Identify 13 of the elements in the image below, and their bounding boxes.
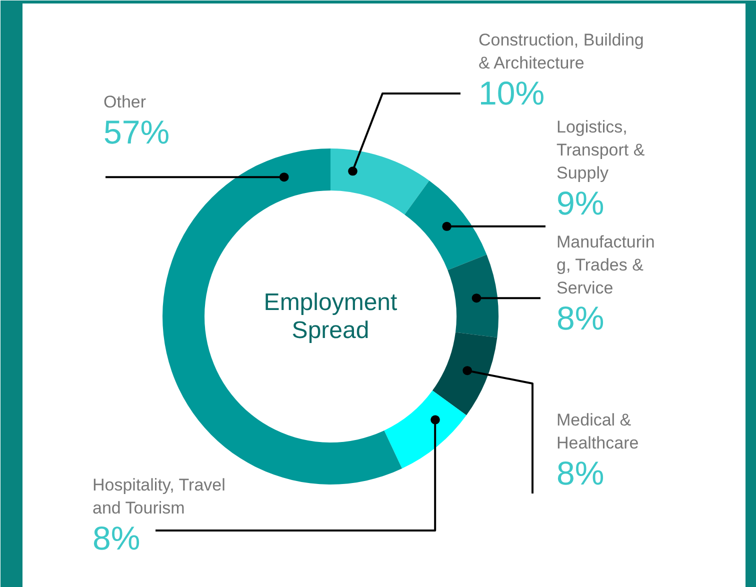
slice-label: Construction, Building & Architecture bbox=[478, 30, 644, 72]
data-label: 8% bbox=[92, 520, 140, 556]
slice-label: Manufacturing, Trades & Service bbox=[556, 232, 655, 298]
data-label: 8% bbox=[556, 454, 604, 492]
slice-label: Medical & Healthcare bbox=[556, 410, 639, 452]
slice-label: Other bbox=[104, 92, 146, 112]
slice-label: Logistics, Transport & Supply bbox=[556, 118, 646, 182]
slice-label: Hospitality, Travel and Tourism bbox=[92, 476, 226, 518]
data-label: 8% bbox=[556, 300, 604, 336]
data-label: 57% bbox=[104, 114, 170, 150]
data-label: 9% bbox=[556, 184, 604, 222]
text: Employment Spread bbox=[264, 289, 398, 344]
data-label: 10% bbox=[478, 74, 545, 112]
